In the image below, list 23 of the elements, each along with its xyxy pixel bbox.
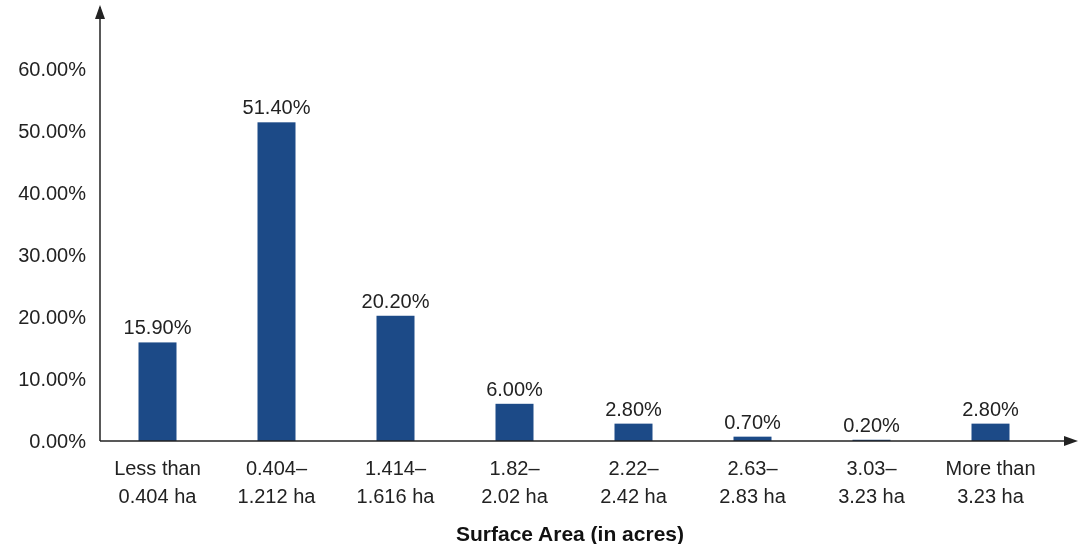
x-tick-label: 1.414– 1.616 ha <box>356 457 436 507</box>
y-tick-label: 50.00% <box>18 120 87 142</box>
data-label: 0.70% <box>724 410 782 433</box>
x-tick-label: Less than 0.404 ha <box>114 457 201 507</box>
data-label: 6.00% <box>486 377 544 400</box>
data-label: 15.90% <box>123 316 192 339</box>
data-label: 20.20% <box>361 289 430 312</box>
y-tick-label: 0.00% <box>29 430 87 452</box>
x-tick-label: 1.82– 2.02 ha <box>481 457 549 507</box>
data-label: 51.40% <box>242 96 311 119</box>
data-label: 2.80% <box>962 397 1020 420</box>
y-tick-label: 40.00% <box>18 182 87 204</box>
x-tick-label: 2.63– 2.83 ha <box>719 457 787 507</box>
x-tick-label: 0.404– 1.212 ha <box>237 457 317 507</box>
y-tick-label: 30.00% <box>18 244 87 266</box>
x-tick-label: More than 3.23 ha <box>945 457 1036 507</box>
data-label: 0.20% <box>843 413 901 436</box>
y-tick-label: 60.00% <box>18 58 87 80</box>
x-tick-label: 3.03– 3.23 ha <box>838 457 906 507</box>
y-tick-label: 10.00% <box>18 368 87 390</box>
data-label: 2.80% <box>605 397 663 420</box>
y-tick-label: 20.00% <box>18 306 87 328</box>
x-tick-label: 2.22– 2.42 ha <box>600 457 668 507</box>
